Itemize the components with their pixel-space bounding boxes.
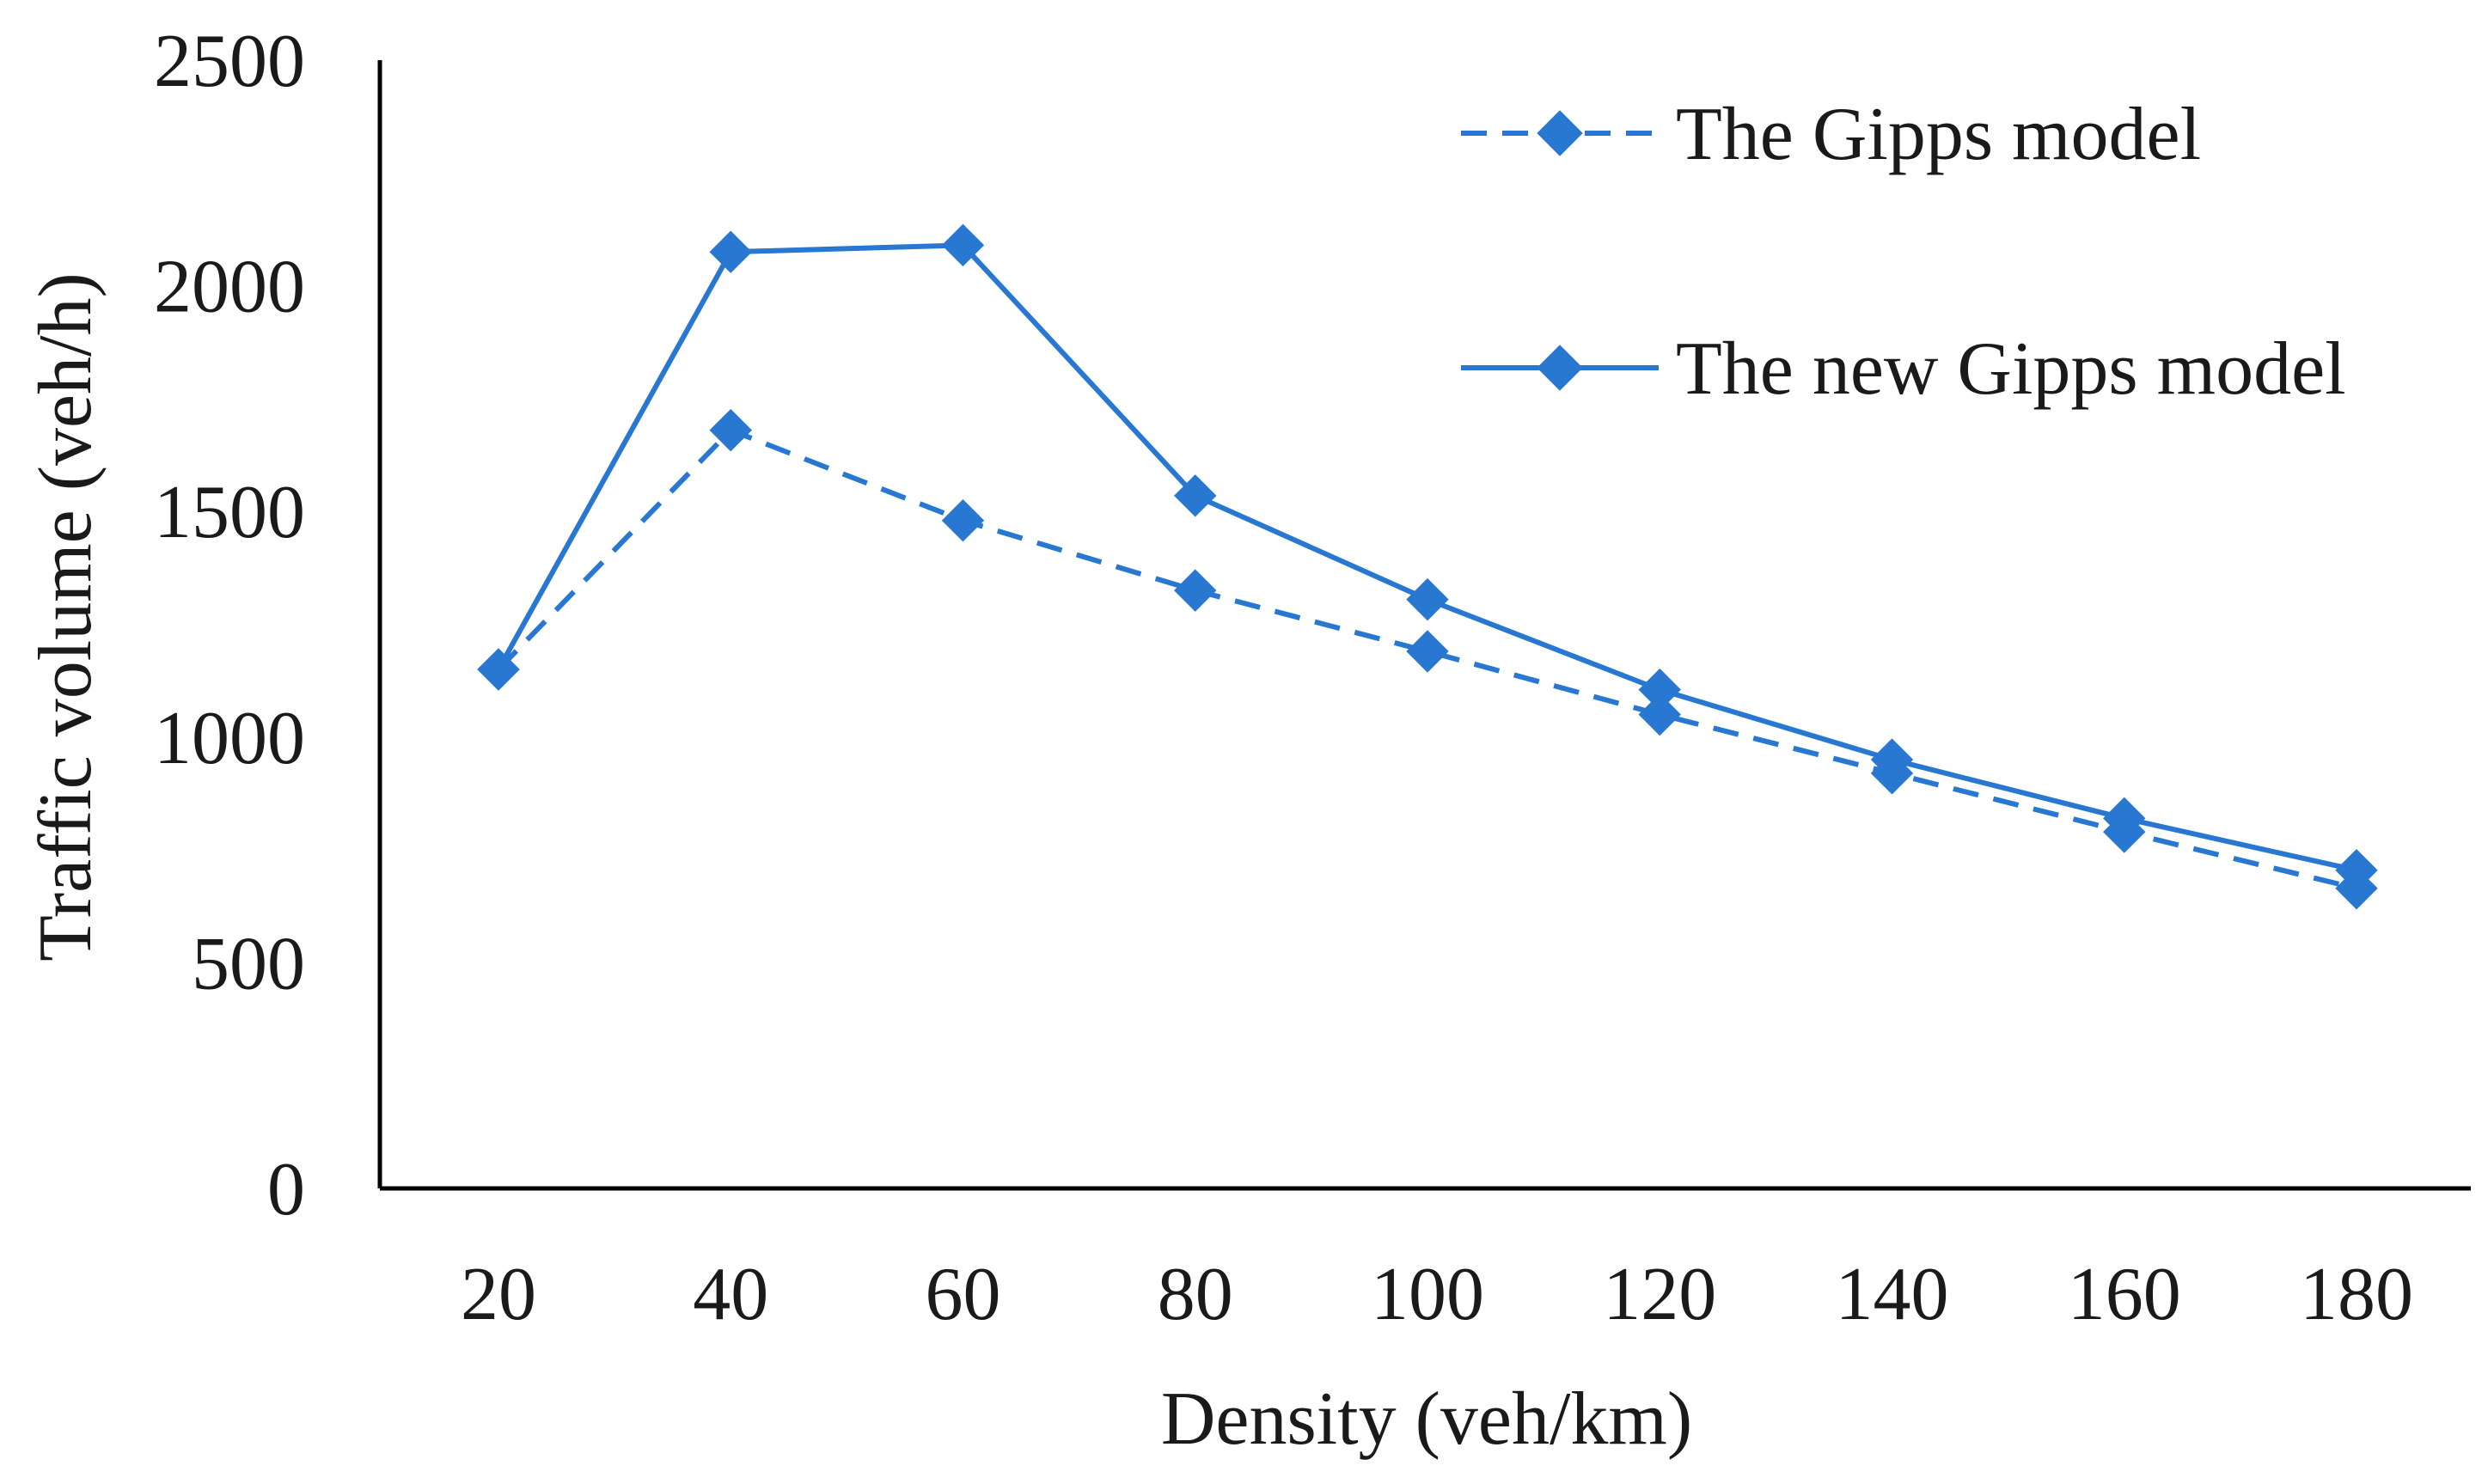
y-tick-label: 2000 [154,246,305,329]
data-point-marker [1174,569,1217,612]
y-tick-label: 1500 [154,471,305,554]
data-point-marker [1638,693,1681,736]
data-point-marker [1870,738,1914,781]
x-tick-label: 140 [1836,1253,1949,1336]
x-tick-label: 40 [693,1253,768,1336]
data-point-marker [941,498,985,542]
x-axis-title: Density (veh/km) [1161,1377,1692,1461]
data-point-marker [709,408,752,452]
series-line [496,427,2357,891]
data-point-marker [1174,474,1217,517]
legend-entry: The new Gipps model [1461,327,2346,411]
y-tick-label: 1000 [154,697,305,780]
data-point-marker [941,223,985,267]
x-tick-label: 120 [1603,1253,1716,1336]
x-tick-label: 100 [1371,1253,1484,1336]
legend-label: The new Gipps model [1676,327,2346,411]
x-tick-label: 80 [1158,1253,1233,1336]
y-tick-label: 500 [192,922,305,1005]
legend: The Gipps model The new Gipps model [1461,93,2346,411]
legend-marker [1537,345,1583,391]
data-point-marker [2335,849,2378,892]
data-point-marker [2103,797,2146,840]
series-1 [477,408,2378,910]
data-point-marker [1406,577,1449,621]
x-tick-label: 160 [2068,1253,2181,1336]
data-point-marker [1406,630,1449,673]
axes: 0 500 1000 1500 2000 2500 20 40 60 80 100 120 140 160… [24,20,2471,1461]
data-point-marker [477,648,520,691]
legend-marker [1537,110,1583,156]
x-tick-label: 180 [2300,1253,2413,1336]
x-tick-label: 20 [461,1253,536,1336]
y-axis-title: Traffic volume (veh/h) [24,272,107,962]
x-tick-label: 60 [926,1253,1001,1336]
series-layer [477,223,2378,910]
data-point-marker [709,230,752,273]
legend-entry: The Gipps model [1461,93,2201,176]
y-tick-label: 0 [267,1148,305,1231]
y-tick-label: 2500 [154,20,305,103]
legend-label: The Gipps model [1676,93,2201,176]
data-point-marker [1638,668,1681,711]
series-2 [477,223,2378,892]
